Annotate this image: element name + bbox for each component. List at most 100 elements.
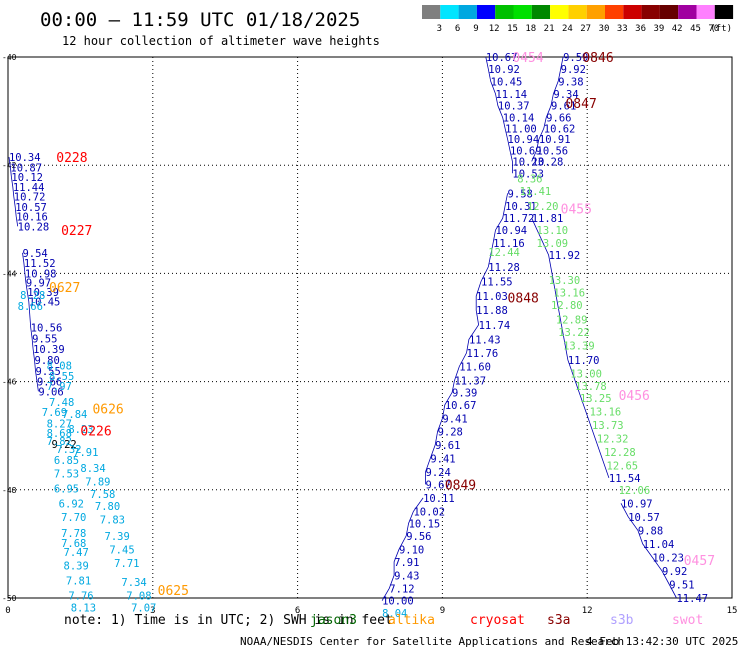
swh-label: 8.08 bbox=[47, 360, 72, 372]
satellite-label: s3a bbox=[547, 613, 570, 628]
swh-label: 7.47 bbox=[64, 547, 89, 559]
swh-label: 10.39 bbox=[27, 287, 59, 299]
track-line bbox=[531, 218, 610, 479]
track-line bbox=[22, 252, 39, 392]
swh-label: 10.14 bbox=[503, 113, 535, 125]
swh-label: 13.10 bbox=[537, 225, 569, 237]
swh-label: 11.28 bbox=[488, 262, 520, 274]
swh-label: 7.70 bbox=[61, 512, 86, 524]
pass-label: 0626 bbox=[92, 403, 123, 418]
swh-label: 10.02 bbox=[413, 506, 445, 518]
legend-label: 30 bbox=[599, 24, 610, 34]
swh-label: 10.94 bbox=[495, 225, 527, 237]
swh-label: 11.70 bbox=[568, 355, 600, 367]
swh-label: 9.97 bbox=[26, 278, 51, 290]
swh-label: 9.67 bbox=[426, 479, 451, 491]
legend-swatch bbox=[696, 5, 715, 19]
swh-label: 11.47 bbox=[676, 593, 708, 605]
swh-label: 7.82 bbox=[47, 436, 72, 448]
swh-label: 12.65 bbox=[607, 460, 639, 472]
swh-label: 7.07 bbox=[131, 603, 156, 615]
swh-label: 11.74 bbox=[479, 320, 511, 332]
pass-label: 0627 bbox=[49, 281, 80, 296]
y-tick-label: -48 bbox=[2, 486, 17, 495]
swh-label: 11.00 bbox=[505, 123, 537, 135]
swh-label: 11.76 bbox=[467, 348, 499, 360]
swh-label: 10.57 bbox=[628, 512, 660, 524]
swh-label: 11.44 bbox=[13, 182, 45, 194]
swh-label: 8.68 bbox=[47, 428, 72, 440]
pass-label: 0849 bbox=[445, 478, 476, 493]
x-tick-label: 3 bbox=[150, 606, 155, 616]
swh-label: 9.56 bbox=[406, 531, 431, 543]
legend-swatch bbox=[678, 5, 697, 19]
swh-label: 7.34 bbox=[121, 577, 146, 589]
legend-swatch bbox=[422, 5, 441, 19]
swh-label: 9.24 bbox=[426, 467, 451, 479]
swh-label: 13.09 bbox=[537, 238, 569, 250]
swh-label: 9.61 bbox=[435, 440, 460, 452]
swh-label: 10.34 bbox=[9, 152, 41, 164]
legend-label: 70 bbox=[708, 24, 719, 34]
swh-label: 10.39 bbox=[33, 344, 65, 356]
swh-label: 11.03 bbox=[476, 291, 508, 303]
pass-label: 0228 bbox=[56, 151, 87, 166]
swh-label: 9.61 bbox=[551, 101, 576, 113]
swh-label: 8.36 bbox=[517, 174, 542, 186]
y-tick-label: -40 bbox=[2, 53, 17, 62]
swh-label: 11.37 bbox=[454, 376, 486, 388]
swh-label: 11.72 bbox=[503, 213, 535, 225]
swh-label: 10.87 bbox=[10, 162, 42, 174]
swh-label: 11.88 bbox=[476, 305, 508, 317]
swh-label: 6.95 bbox=[54, 484, 79, 496]
swh-label: 10.45 bbox=[491, 76, 523, 88]
swh-label: 8.34 bbox=[80, 463, 105, 475]
swh-label: 11.43 bbox=[469, 334, 501, 346]
x-tick-label: 15 bbox=[727, 606, 738, 616]
swh-label: 12.06 bbox=[619, 485, 651, 497]
satellite-label: jason3 bbox=[310, 613, 357, 628]
pass-label: 0456 bbox=[619, 389, 650, 404]
swh-label: 11.14 bbox=[495, 89, 527, 101]
swh-label: 8.66 bbox=[18, 301, 43, 313]
legend-label: 24 bbox=[562, 24, 573, 34]
swh-label: 13.30 bbox=[549, 275, 581, 287]
swh-label: 10.28 bbox=[18, 221, 50, 233]
swh-label: 7.91 bbox=[73, 447, 98, 459]
swh-label: 7.12 bbox=[389, 583, 414, 595]
grid bbox=[8, 57, 732, 598]
swh-label: 13.25 bbox=[580, 393, 612, 405]
swh-label: 10.23 bbox=[652, 552, 684, 564]
pass-label: 0847 bbox=[565, 97, 596, 112]
swh-label: 8.27 bbox=[47, 418, 72, 430]
legend-label: 36 bbox=[635, 24, 646, 34]
pass-label: 0848 bbox=[508, 292, 539, 307]
legend-label: 42 bbox=[672, 24, 683, 34]
legend-label: 39 bbox=[653, 24, 664, 34]
track-line bbox=[8, 157, 19, 227]
legend-label: 21 bbox=[544, 24, 555, 34]
swh-label: 9.06 bbox=[38, 386, 63, 398]
swh-label: 8.04 bbox=[382, 608, 407, 620]
swh-label: 10.98 bbox=[25, 268, 57, 280]
swh-label: 7.45 bbox=[109, 544, 134, 556]
legend-swatch bbox=[495, 5, 514, 19]
swh-label: 11.04 bbox=[643, 539, 675, 551]
swh-label: 10.91 bbox=[539, 134, 571, 146]
swh-label: 10.94 bbox=[508, 134, 540, 146]
x-tick-label: 6 bbox=[295, 606, 300, 616]
swh-label: 10.56 bbox=[537, 146, 569, 158]
swh-label: 7.81 bbox=[66, 576, 91, 588]
swh-label: 10.67 bbox=[486, 52, 518, 64]
swh-label: 10.62 bbox=[544, 123, 576, 135]
legend-label: 9 bbox=[473, 24, 478, 34]
swh-label: 8.13 bbox=[71, 603, 96, 615]
plot-frame bbox=[7, 56, 733, 599]
pass-label: 0846 bbox=[582, 51, 613, 66]
swh-label: 9.80 bbox=[35, 355, 60, 367]
swh-label: 7.69 bbox=[42, 407, 67, 419]
plot-border bbox=[7, 56, 733, 599]
swh-label: 9.41 bbox=[430, 453, 455, 465]
swh-label: 9.22 bbox=[51, 439, 76, 451]
